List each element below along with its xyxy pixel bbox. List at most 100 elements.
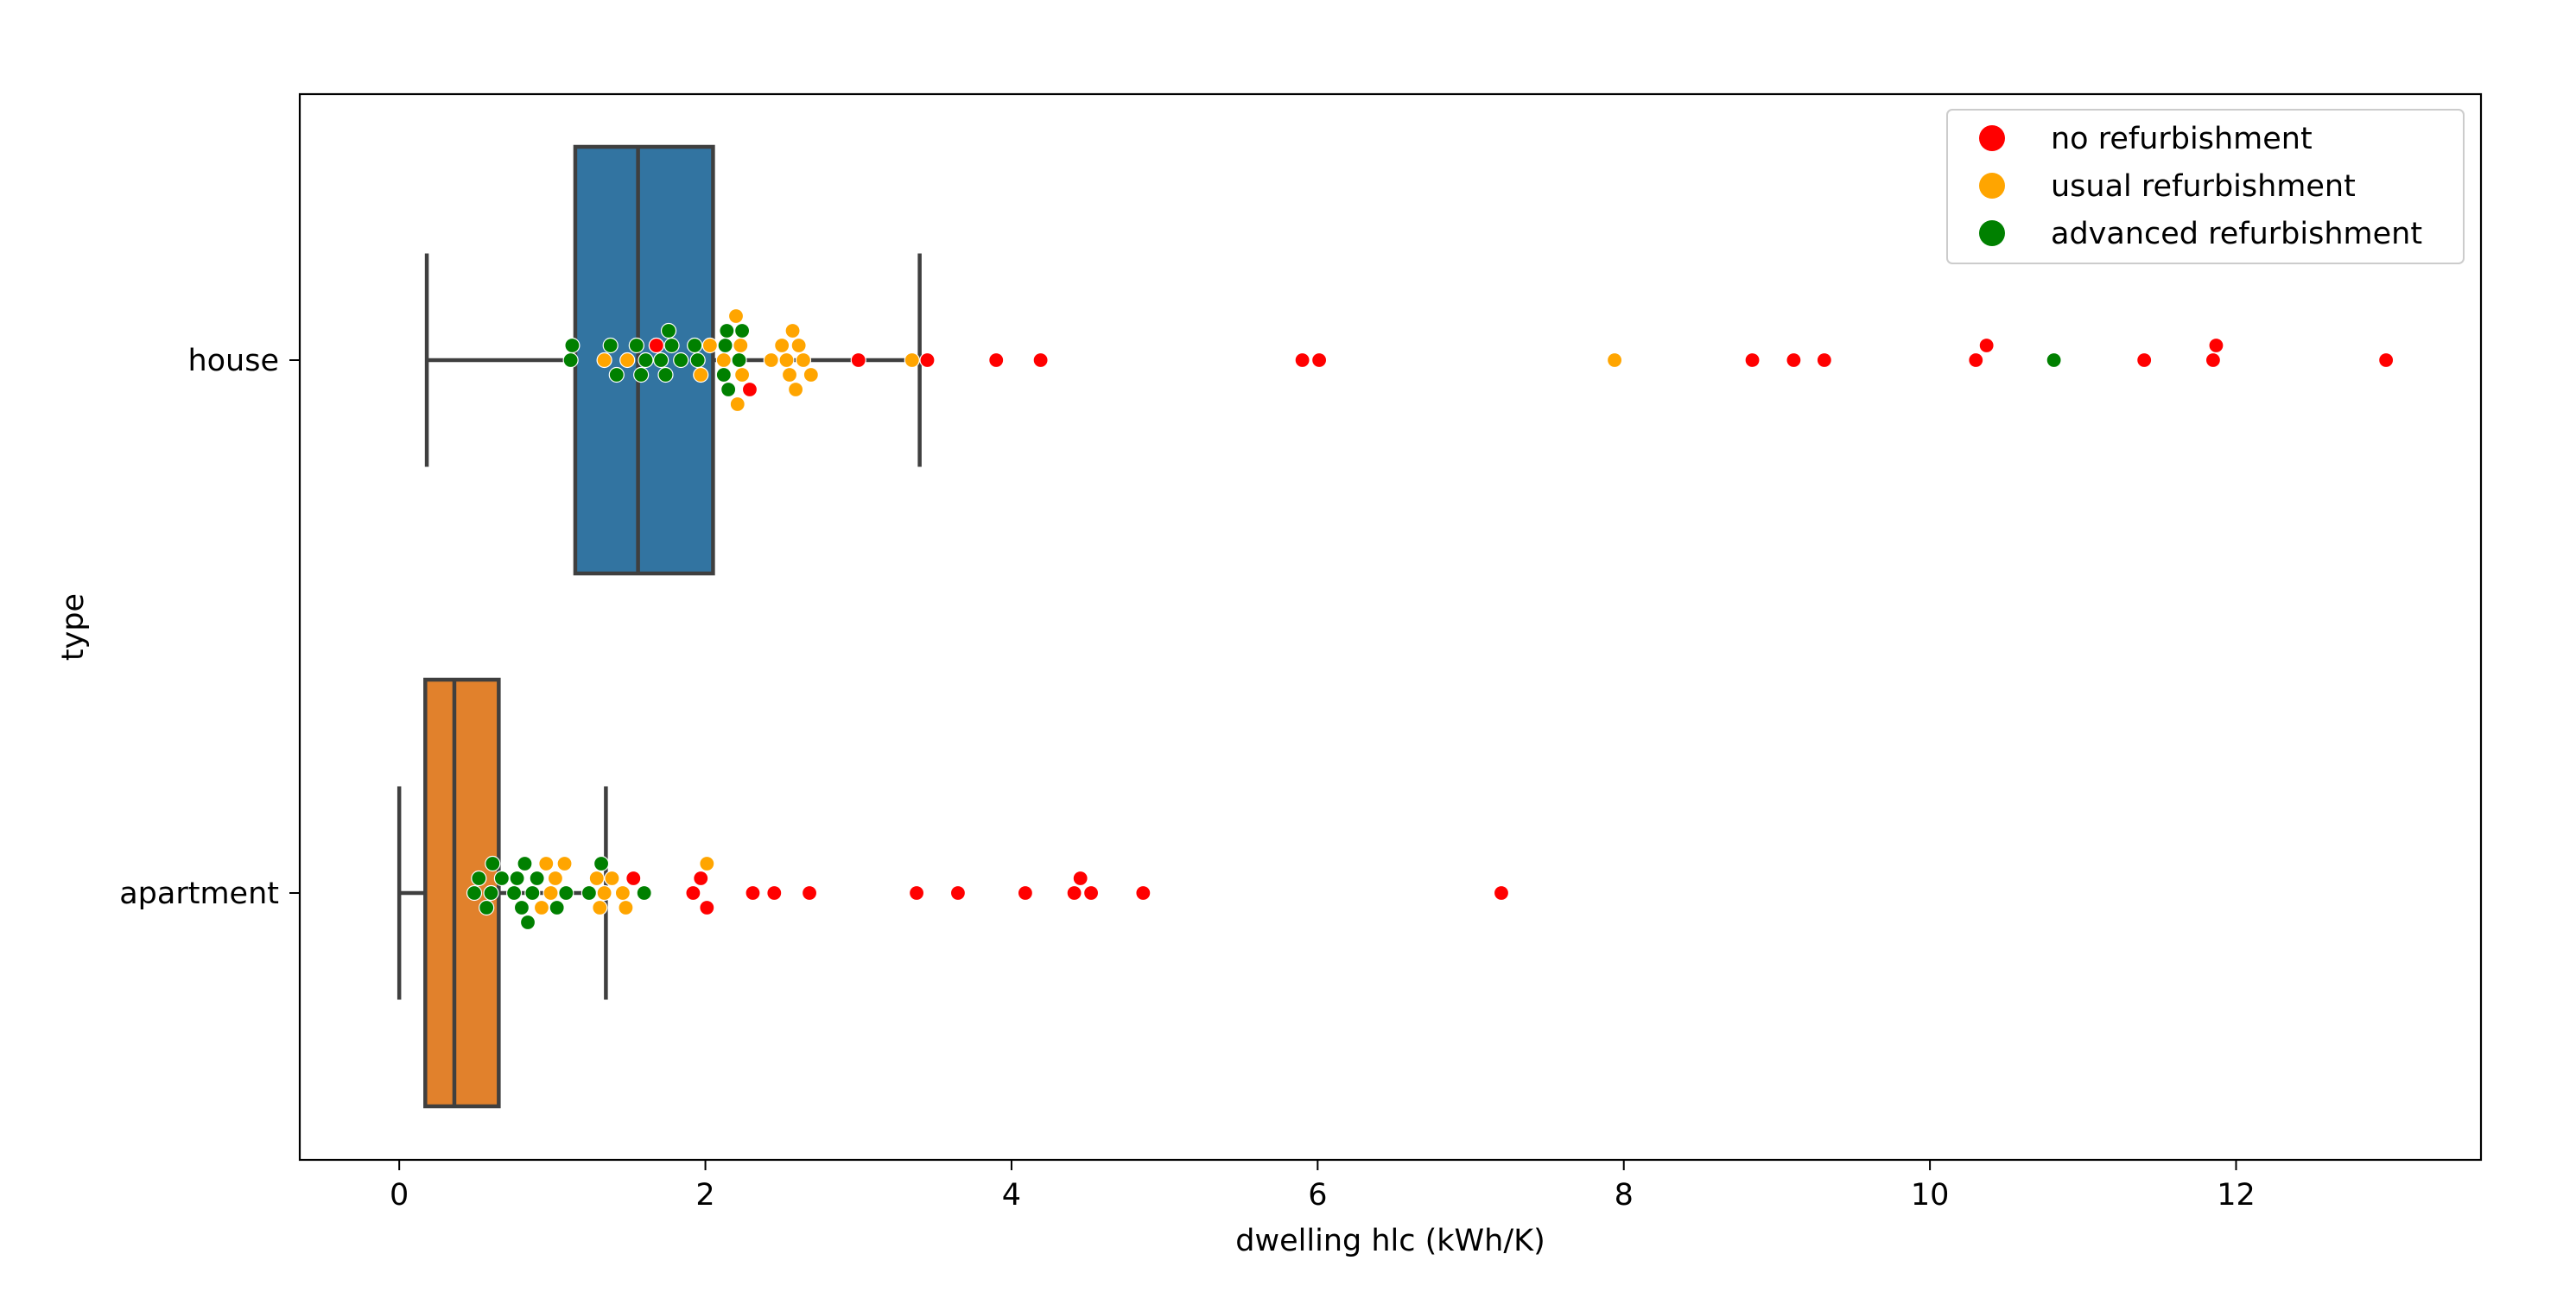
data-point [1082, 884, 1100, 902]
plot-frame [298, 92, 2483, 1162]
y-tick-label: apartment [119, 877, 279, 911]
data-point [483, 884, 499, 902]
data-point [529, 870, 545, 887]
data-point [628, 337, 644, 354]
data-point [1816, 352, 1832, 369]
data-point [1968, 352, 1984, 369]
legend-label: advanced refurbishment [2051, 217, 2422, 251]
data-point [763, 352, 779, 369]
data-point [596, 884, 612, 902]
data-point [1744, 352, 1761, 369]
data-point [636, 884, 652, 902]
x-axis-title: dwelling hlc (kWh/K) [1235, 1224, 1545, 1258]
data-point [685, 884, 701, 902]
data-point [1066, 884, 1082, 902]
data-point [547, 870, 564, 887]
data-point [699, 899, 715, 916]
data-point [2378, 352, 2395, 369]
data-point [788, 381, 804, 398]
data-point [614, 884, 631, 902]
legend-label: usual refurbishment [2051, 169, 2356, 204]
data-point [517, 855, 533, 872]
x-tick-label: 12 [2217, 1178, 2256, 1213]
data-point [904, 352, 920, 369]
data-point [689, 352, 706, 369]
data-point [774, 337, 790, 354]
data-point [720, 381, 737, 398]
y-axis: house apartment [119, 344, 300, 911]
data-point [618, 899, 634, 916]
data-point [693, 870, 709, 887]
data-point [593, 855, 610, 872]
data-point [741, 381, 758, 398]
data-point [485, 855, 501, 872]
data-point [638, 352, 654, 369]
data-point [790, 337, 807, 354]
data-point [801, 884, 818, 902]
data-point [1978, 337, 1995, 354]
data-point [2136, 352, 2153, 369]
data-point [673, 352, 689, 369]
x-tick-label: 10 [1911, 1178, 1950, 1213]
data-point [513, 899, 530, 916]
data-point [588, 870, 605, 887]
data-point [729, 396, 746, 413]
data-point [564, 337, 581, 354]
data-point [549, 899, 565, 916]
data-point [592, 899, 608, 916]
data-point [519, 914, 536, 931]
x-axis: 0 2 4 6 8 10 12 [390, 1160, 2256, 1213]
data-point [908, 884, 925, 902]
x-tick-label: 2 [695, 1178, 714, 1213]
data-point [581, 884, 597, 902]
data-point [2046, 352, 2062, 369]
data-point [717, 337, 733, 354]
data-point [745, 884, 761, 902]
legend-box [1946, 109, 2465, 264]
data-point [558, 884, 574, 902]
points-layer [466, 307, 2395, 931]
data-point [648, 337, 664, 354]
data-point [766, 884, 783, 902]
data-point [538, 855, 555, 872]
y-tick-label: house [187, 344, 279, 378]
data-point [988, 352, 1005, 369]
data-point [471, 870, 487, 887]
data-point [687, 337, 703, 354]
x-tick-label: 6 [1308, 1178, 1327, 1213]
data-point [602, 337, 619, 354]
legend-marker [1979, 173, 2005, 199]
data-point [604, 870, 620, 887]
data-point [1294, 352, 1310, 369]
data-point [1135, 884, 1152, 902]
data-point [556, 855, 573, 872]
data-point [466, 884, 483, 902]
data-point [562, 352, 579, 369]
data-point [719, 322, 735, 339]
data-point [596, 352, 612, 369]
data-point [701, 337, 718, 354]
data-point [949, 884, 967, 902]
legend: no refurbishment usual refurbishment advan… [1946, 109, 2465, 264]
data-point [619, 352, 636, 369]
data-point [1606, 352, 1623, 369]
data-point [919, 352, 936, 369]
data-point [524, 884, 541, 902]
data-point [633, 366, 650, 383]
data-point [1493, 884, 1510, 902]
legend-label: no refurbishment [2051, 122, 2313, 156]
data-point [509, 870, 525, 887]
data-point [733, 366, 751, 383]
x-tick-label: 4 [1002, 1178, 1021, 1213]
data-point [663, 337, 680, 354]
data-point [803, 366, 819, 383]
data-point [784, 322, 801, 339]
data-point [660, 322, 677, 339]
data-point [657, 366, 674, 383]
data-point [479, 899, 495, 916]
data-point [2205, 352, 2222, 369]
data-point [1072, 870, 1088, 887]
data-point [533, 899, 550, 916]
data-point [699, 855, 715, 872]
data-point [733, 322, 751, 339]
